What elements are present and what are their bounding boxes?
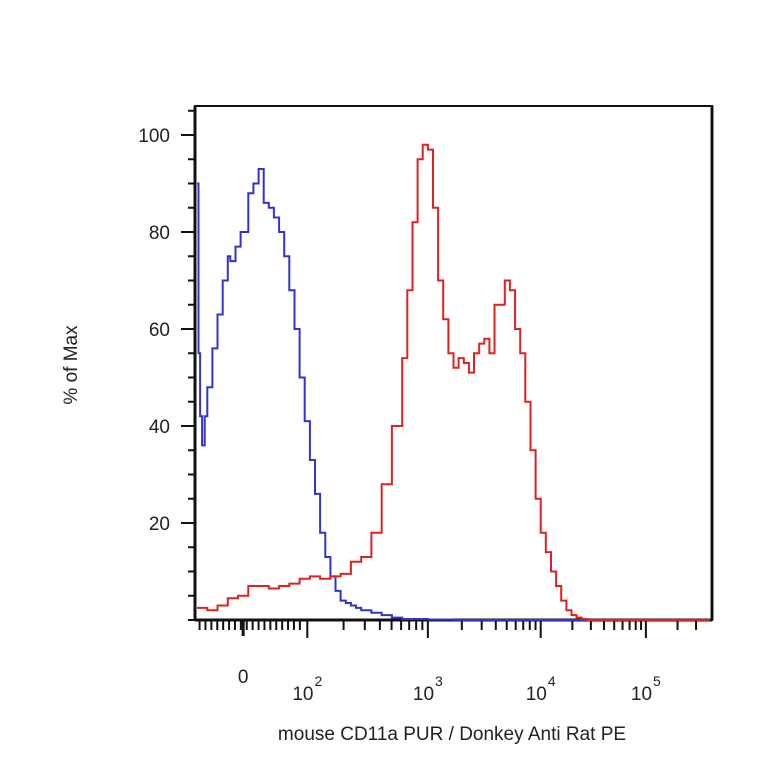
x-tick-label: 103 xyxy=(413,673,443,705)
y-tick-label: 40 xyxy=(149,417,170,438)
histogram-series xyxy=(197,143,710,621)
x-axis-ticks xyxy=(198,620,698,638)
x-tick-label: 0 xyxy=(238,667,249,688)
y-axis-ticks xyxy=(181,109,195,621)
y-tick-label: 100 xyxy=(138,126,170,147)
x-axis-tick-labels: 0 102 103 104 105 xyxy=(238,667,661,705)
y-tick-label: 60 xyxy=(149,320,170,341)
y-axis-tick-labels: 20 40 60 80 100 xyxy=(138,126,170,535)
y-axis-title: % of Max xyxy=(61,325,82,405)
control-histogram-line xyxy=(197,168,710,621)
x-tick-label: 105 xyxy=(631,673,661,705)
x-axis-title: mouse CD11a PUR / Donkey Anti Rat PE xyxy=(278,724,626,745)
x-tick-label: 104 xyxy=(526,673,556,705)
x-tick-label: 102 xyxy=(292,673,322,705)
y-tick-label: 20 xyxy=(149,514,170,535)
stained-histogram-line xyxy=(197,143,710,621)
y-tick-label: 80 xyxy=(149,223,170,244)
